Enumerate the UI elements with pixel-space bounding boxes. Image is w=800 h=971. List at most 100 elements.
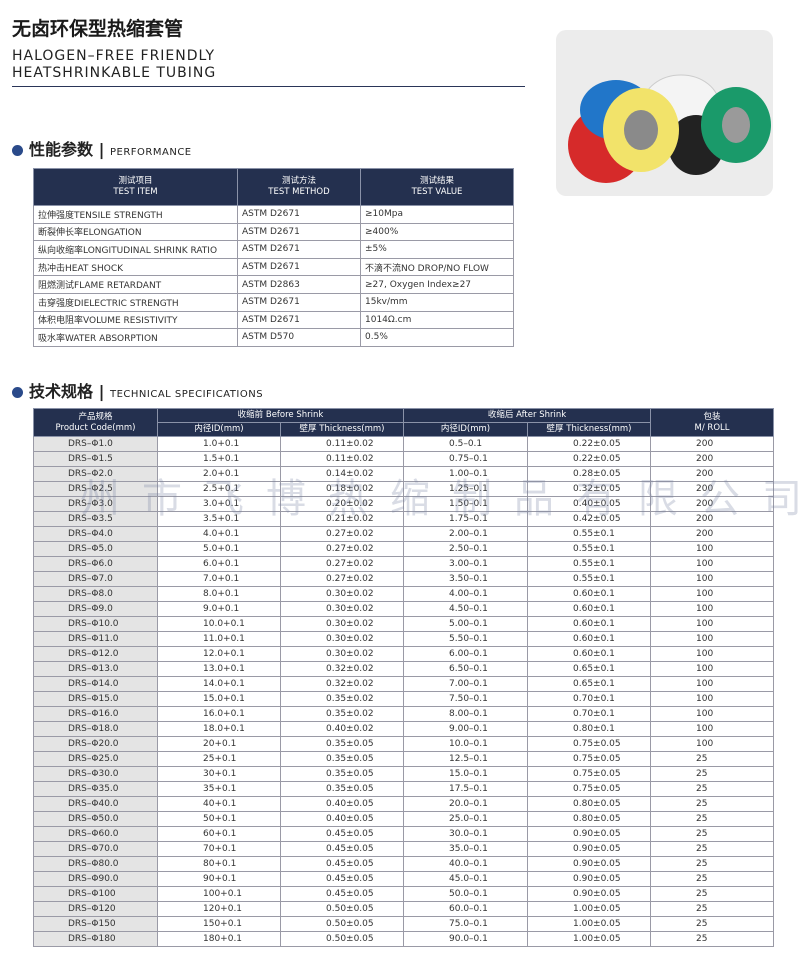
table-cell: 15.0–0.1 [403,766,528,782]
table-cell: 0.32±0.02 [280,676,404,692]
table-cell: 25 [650,886,775,902]
table-row: DRS–Φ14.0 14.0+0.1 0.32±0.02 7.00–0.1 0.65±0… [33,676,775,692]
table-row: 吸水率WATER ABSORPTION ASTM D570 0.5% [33,328,514,347]
table-cell: 0.30±0.02 [280,616,404,632]
table-cell: 断裂伸长率ELONGATION [33,222,238,242]
table-cell: ASTM D2863 [237,275,361,294]
table-cell: 7.0+0.1 [157,571,281,587]
table-cell: 0.60±0.1 [526,631,652,647]
table-cell: 25 [650,766,775,782]
table-row: DRS–Φ2.0 2.0+0.1 0.14±0.02 1.00–0.1 0.28±0.0… [33,466,775,482]
table-cell: 0.30±0.02 [280,646,404,662]
table-cell: 35+0.1 [157,781,281,797]
section-title-en: PERFORMANCE [110,147,192,158]
table-row: DRS–Φ13.0 13.0+0.1 0.32±0.02 6.50–0.1 0.65±0… [33,661,775,677]
table-cell: 100 [650,541,775,557]
table-cell: 0.60±0.1 [526,601,652,617]
table-cell: DRS–Φ8.0 [33,586,158,602]
table-cell: 25 [650,781,775,797]
table-cell: DRS–Φ80.0 [33,856,158,872]
table-cell: 0.27±0.02 [280,571,404,587]
table-cell: 0.11±0.02 [280,451,404,467]
table-cell: 拉伸强度TENSILE STRENGTH [33,205,238,224]
table-row: DRS–Φ40.0 40+0.1 0.40±0.05 20.0–0.1 0.80±0.0… [33,796,775,812]
header-cell: 收缩后 After Shrink [402,408,652,423]
table-cell: 70+0.1 [157,841,281,857]
table-cell: DRS–Φ3.0 [33,496,158,512]
table-cell: 100 [650,586,775,602]
table-cell: 9.00–0.1 [403,721,528,737]
table-cell: 0.22±0.05 [526,436,652,452]
table-cell: 0.70±0.1 [526,706,652,722]
table-cell: 200 [650,526,775,542]
table-cell: 吸水率WATER ABSORPTION [33,328,238,347]
table-cell: 1.75–0.1 [403,511,528,527]
table-cell: 90+0.1 [157,871,281,887]
table-cell: 4.0+0.1 [157,526,281,542]
header-cell: 产品规格 Product Code(mm) [33,408,158,437]
table-cell: 0.30±0.02 [280,601,404,617]
table-row: DRS–Φ70.0 70+0.1 0.45±0.05 35.0–0.1 0.90±0.0… [33,841,775,857]
table-cell: DRS–Φ5.0 [33,541,158,557]
table-cell: 100 [650,601,775,617]
table-row: DRS–Φ2.5 2.5+0.1 0.18±0.02 1.25–0.1 0.32±0.0… [33,481,775,497]
table-cell: 0.30±0.02 [280,586,404,602]
table-row: 断裂伸长率ELONGATION ASTM D2671 ≥400% [33,222,514,242]
table-cell: 10.0+0.1 [157,616,281,632]
table-cell: 0.45±0.05 [280,841,404,857]
table-cell: 60.0–0.1 [403,901,528,917]
table-cell: 0.65±0.1 [526,676,652,692]
table-cell: 0.45±0.05 [280,871,404,887]
table-cell: 0.27±0.02 [280,526,404,542]
table-cell: DRS–Φ20.0 [33,736,158,752]
table-cell: 25.0–0.1 [403,811,528,827]
table-row: DRS–Φ60.0 60+0.1 0.45±0.05 30.0–0.1 0.90±0.0… [33,826,775,842]
table-cell: 25 [650,901,775,917]
table-cell: DRS–Φ150 [33,916,158,932]
table-row: DRS–Φ7.0 7.0+0.1 0.27±0.02 3.50–0.1 0.55±0.1… [33,571,775,587]
table-row: DRS–Φ6.0 6.0+0.1 0.27±0.02 3.00–0.1 0.55±0.1… [33,556,775,572]
table-row: DRS–Φ25.0 25+0.1 0.35±0.05 12.5–0.1 0.75±0.0… [33,751,775,767]
table-cell: 0.70±0.1 [526,691,652,707]
table-cell: DRS–Φ10.0 [33,616,158,632]
table-cell: 0.35±0.05 [280,751,404,767]
table-cell: 25 [650,841,775,857]
table-cell: DRS–Φ1.5 [33,451,158,467]
table-cell: ASTM D570 [237,328,361,347]
table-cell: 纵向收缩率LONGITUDINAL SHRINK RATIO [33,240,238,259]
table-cell: 20.0–0.1 [403,796,528,812]
table-cell: 6.00–0.1 [403,646,528,662]
table-cell: 0.18±0.02 [280,481,404,497]
subtitle: HALOGEN–FREE FRIENDLY [12,48,216,64]
table-cell: 0.75±0.05 [526,766,652,782]
table-cell: 1.00±0.05 [526,931,652,947]
table-cell: 0.40±0.05 [280,811,404,827]
table-cell: ≥400% [360,222,514,242]
table-cell: 0.65±0.1 [526,661,652,677]
table-cell: 12.0+0.1 [157,646,281,662]
table-cell: 15kv/mm [360,292,514,312]
table-cell: DRS–Φ6.0 [33,556,158,572]
table-cell: 0.90±0.05 [526,871,652,887]
table-cell: ASTM D2671 [237,310,361,330]
table-row: DRS–Φ50.0 50+0.1 0.40±0.05 25.0–0.1 0.80±0.0… [33,811,775,827]
table-cell: DRS–Φ13.0 [33,661,158,677]
table-cell: DRS–Φ90.0 [33,871,158,887]
table-cell: 16.0+0.1 [157,706,281,722]
table-cell: 7.50–0.1 [403,691,528,707]
header-text: 包装 [703,411,721,422]
table-cell: 0.11±0.02 [280,436,404,452]
table-cell: 0.35±0.05 [280,766,404,782]
table-cell: DRS–Φ100 [33,886,158,902]
header-cell: 测试项目 TEST ITEM [33,168,238,206]
table-cell: ≥10Mpa [360,205,514,224]
table-cell: 10.0–0.1 [403,736,528,752]
table-cell: 3.50–0.1 [403,571,528,587]
table-row: DRS–Φ12.0 12.0+0.1 0.30±0.02 6.00–0.1 0.60±0… [33,646,775,662]
table-row: DRS–Φ5.0 5.0+0.1 0.27±0.02 2.50–0.1 0.55±0.1… [33,541,775,557]
table-row: DRS–Φ30.0 30+0.1 0.35±0.05 15.0–0.1 0.75±0.0… [33,766,775,782]
table-cell: 25 [650,856,775,872]
table-cell: 0.90±0.05 [526,841,652,857]
table-cell: 不滴不流NO DROP/NO FLOW [360,257,514,277]
table-cell: DRS–Φ12.0 [33,646,158,662]
